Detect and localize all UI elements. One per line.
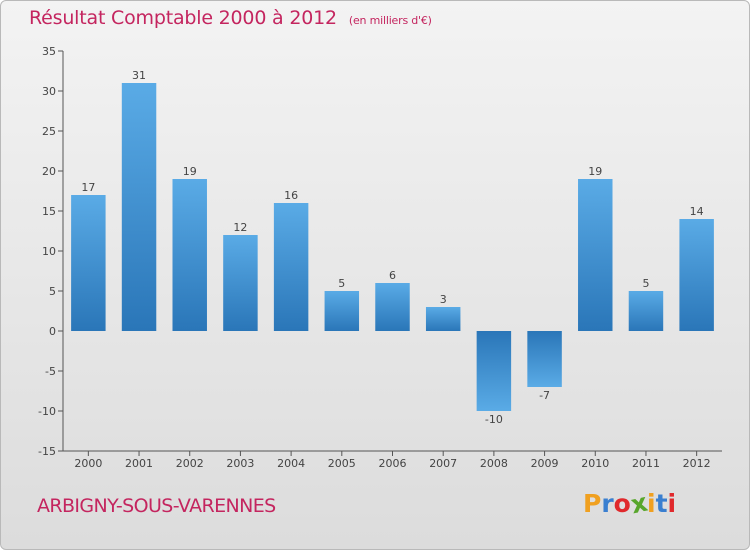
y-tick-label: 15 [42, 205, 56, 218]
x-tick-label: 2007 [429, 457, 457, 470]
bar [375, 283, 410, 331]
bar-value-label: -10 [485, 413, 503, 426]
bar-value-label: 19 [588, 165, 602, 178]
x-tick-label: 2009 [531, 457, 559, 470]
logo-letter: r [601, 489, 614, 518]
x-tick-label: 2002 [176, 457, 204, 470]
x-tick-label: 2000 [74, 457, 102, 470]
logo-letter: i [667, 489, 677, 518]
chart-title: Résultat Comptable 2000 à 2012 [29, 7, 337, 29]
bar [425, 307, 461, 331]
bar [121, 83, 157, 331]
bar-value-label: 6 [389, 269, 396, 282]
chart-bars [71, 83, 714, 411]
bar [476, 331, 512, 411]
y-tick-label: -5 [45, 365, 56, 378]
chart-labels: 17 31 19 12 16 5 6 3 -10 -7 19 5 14 [81, 69, 703, 426]
bar [527, 331, 562, 387]
bar-value-label: 31 [132, 69, 146, 82]
bar-value-label: 5 [642, 277, 649, 290]
x-tick-label: 2004 [277, 457, 305, 470]
x-tick-label: 2011 [632, 457, 660, 470]
proxiti-logo[interactable]: Proxiti [583, 488, 677, 520]
x-tick-label: 2005 [328, 457, 356, 470]
x-tick-label: 2003 [226, 457, 254, 470]
logo-letter: o [613, 489, 631, 518]
bar-value-label: 14 [690, 205, 704, 218]
bar [223, 235, 258, 331]
y-tick-label: 20 [42, 165, 56, 178]
chart-subtitle: (en milliers d'€) [348, 14, 432, 27]
bar [172, 179, 207, 331]
bar-value-label: 12 [233, 221, 247, 234]
x-tick-label: 2012 [683, 457, 711, 470]
commune-name: ARBIGNY-SOUS-VARENNES [37, 495, 276, 517]
bar-value-label: 19 [183, 165, 197, 178]
bar [628, 291, 664, 331]
bar-value-label: 3 [440, 293, 447, 306]
bar-value-label: 17 [81, 181, 95, 194]
bar [679, 219, 714, 331]
bar [324, 291, 360, 331]
bar-value-label: 5 [338, 277, 345, 290]
y-tick-label: -15 [38, 445, 56, 458]
y-tick-label: 30 [42, 85, 56, 98]
logo-letter: t [655, 489, 668, 518]
y-tick-label: -10 [38, 405, 56, 418]
bar [71, 195, 106, 331]
x-tick-label: 2006 [379, 457, 407, 470]
logo-letter: P [583, 489, 602, 518]
x-tick-label: 2008 [480, 457, 508, 470]
bar-value-label: 16 [284, 189, 298, 202]
bar [273, 203, 309, 331]
bar-value-label: -7 [539, 389, 550, 402]
y-tick-label: 10 [42, 245, 56, 258]
logo-letter: i [647, 489, 656, 518]
y-tick-label: 35 [42, 45, 56, 58]
chart-title-block: Résultat Comptable 2000 à 2012 (en millie… [29, 7, 432, 29]
y-tick-label: 0 [49, 325, 56, 338]
y-tick-label: 25 [42, 125, 56, 138]
bar [578, 179, 613, 331]
x-tick-label: 2001 [125, 457, 153, 470]
y-tick-label: 5 [49, 285, 56, 298]
x-tick-label: 2010 [581, 457, 609, 470]
